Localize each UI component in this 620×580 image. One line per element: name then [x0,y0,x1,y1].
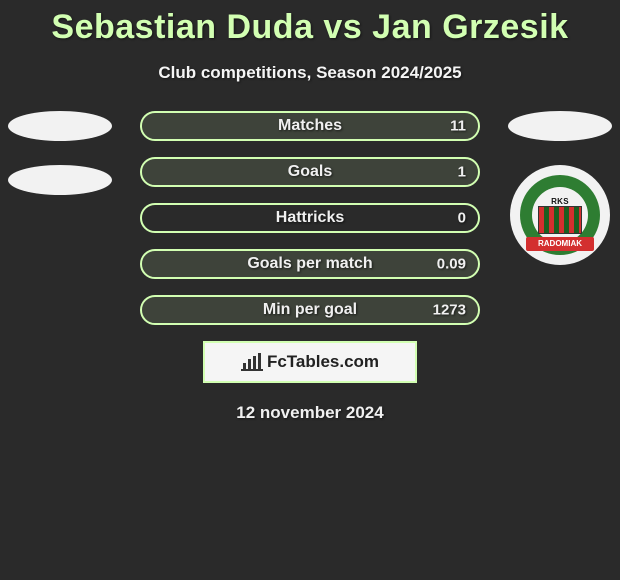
left-player-badge-1 [8,111,112,141]
logo-banner: RADOMIAK [526,237,594,251]
bar-value-right: 0.09 [437,256,466,273]
left-player-badge-2 [8,165,112,195]
logo-top-text: RKS [551,197,569,206]
comparison-content: RKS RADOMIAK Matches 11 Goals 1 Hattricks 0 Go… [0,111,620,325]
club-logo-radomiak: RKS RADOMIAK [510,165,610,265]
stat-bar: Matches 11 [140,111,480,141]
subtitle: Club competitions, Season 2024/2025 [0,63,620,83]
bar-value-right: 11 [450,118,466,135]
bar-label: Goals [288,163,332,181]
bar-label: Matches [278,117,342,135]
bar-chart-icon [241,353,263,371]
stat-bar: Goals per match 0.09 [140,249,480,279]
bar-label: Min per goal [263,301,357,319]
date-label: 12 november 2024 [0,403,620,423]
bar-value-right: 1 [458,164,466,181]
page-title: Sebastian Duda vs Jan Grzesik [0,0,620,47]
logo-shield-icon [538,206,582,234]
bar-value-right: 1273 [433,302,466,319]
stat-bar: Hattricks 0 [140,203,480,233]
stat-bars: Matches 11 Goals 1 Hattricks 0 Goals per match… [140,111,480,325]
bar-label: Goals per match [247,255,372,273]
right-player-badges: RKS RADOMIAK [500,111,620,265]
bar-value-right: 0 [458,210,466,227]
brand-badge: FcTables.com [203,341,417,383]
right-player-badge-1 [508,111,612,141]
stat-bar: Min per goal 1273 [140,295,480,325]
stat-bar: Goals 1 [140,157,480,187]
bar-label: Hattricks [276,209,344,227]
brand-text: FcTables.com [267,352,379,372]
logo-inner: RKS [532,187,588,243]
left-player-badges [0,111,120,219]
